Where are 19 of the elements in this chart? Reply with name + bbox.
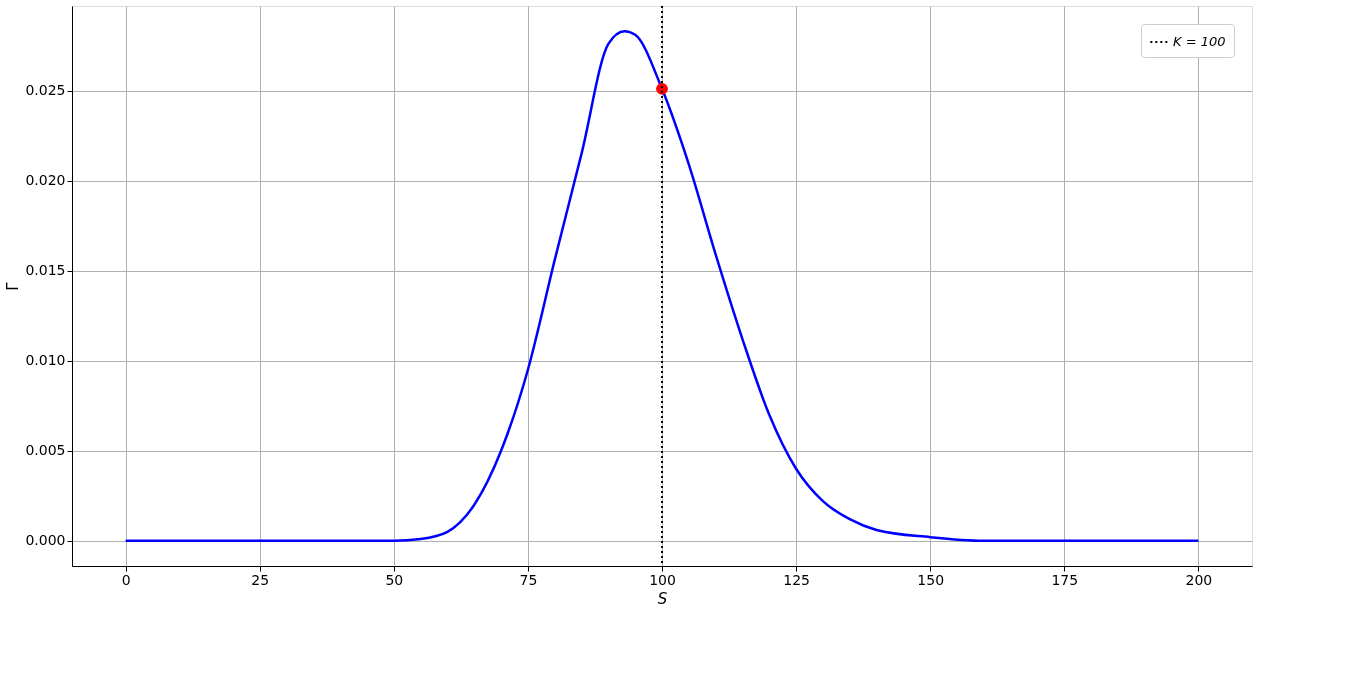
x-tick-label: 125	[783, 571, 810, 588]
line-series	[124, 29, 1200, 543]
y-axis-title: Γ	[4, 281, 23, 291]
x-axis-title: S	[657, 589, 668, 608]
x-tick-label: 75	[519, 571, 538, 588]
ref-line-label: K = 100	[1173, 34, 1226, 49]
y-tick-label: 0.020	[25, 172, 66, 189]
x-tick-label: 100	[649, 571, 676, 588]
y-tick-label: 0.000	[25, 532, 66, 549]
y-tick-label: 0.015	[25, 262, 66, 279]
x-tick-label: 50	[385, 571, 404, 588]
y-tick-label: 0.025	[25, 82, 66, 99]
x-tick-label: 200	[1185, 571, 1213, 588]
x-tick-label: 150	[917, 571, 945, 588]
y-tick-label: 0.010	[25, 352, 66, 369]
x-tick-label: 25	[251, 571, 270, 588]
x-tick-label: 175	[1051, 571, 1079, 588]
y-tick-label: 0.005	[25, 442, 66, 459]
x-tick-label: 0	[121, 571, 131, 588]
